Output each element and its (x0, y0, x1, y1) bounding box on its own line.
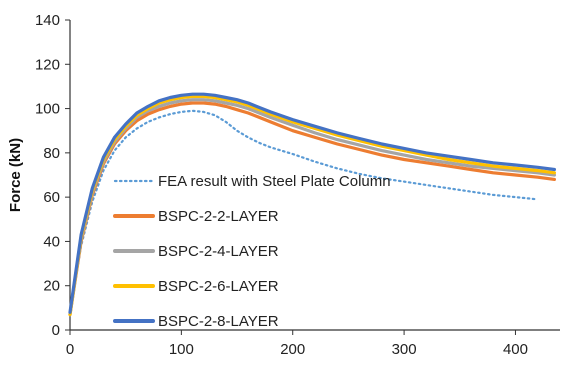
legend-label: FEA result with Steel Plate Column (158, 173, 391, 190)
y-tick-label: 80 (43, 145, 60, 162)
series-line-1 (68, 109, 539, 314)
legend-label: BSPC-2-4-LAYER (158, 243, 279, 260)
x-tick-label: 0 (66, 341, 74, 358)
axes: 0 20 40 60 80 100 120 140 0 100 200 300 400 (35, 12, 560, 358)
series-line-5 (68, 92, 556, 314)
y-tick-label: 120 (35, 56, 60, 73)
x-tick-label: 400 (503, 341, 528, 358)
series-group (68, 92, 556, 317)
y-tick-label: 140 (35, 12, 60, 29)
x-tick-label: 300 (392, 341, 417, 358)
series-line-2 (68, 101, 556, 317)
legend-item: BSPC-2-6-LAYER (113, 278, 279, 295)
series-line-3 (68, 98, 556, 317)
y-tick-label: 100 (35, 101, 60, 118)
legend-label: BSPC-2-6-LAYER (158, 278, 279, 295)
x-tick-label: 200 (280, 341, 305, 358)
legend-item: BSPC-2-4-LAYER (113, 243, 279, 260)
legend: FEA result with Steel Plate Column BSPC-2… (113, 173, 391, 330)
series-line-4 (68, 94, 556, 317)
x-tick-label: 100 (169, 341, 194, 358)
legend-item: BSPC-2-2-LAYER (113, 208, 279, 225)
legend-label: BSPC-2-8-LAYER (158, 313, 279, 330)
y-axis-title: Force (kN) (7, 138, 24, 212)
y-tick-label: 40 (43, 233, 60, 250)
y-tick-label: 60 (43, 189, 60, 206)
y-tick-label: 0 (52, 322, 60, 339)
legend-item: FEA result with Steel Plate Column (113, 173, 391, 190)
legend-label: BSPC-2-2-LAYER (158, 208, 279, 225)
legend-item: BSPC-2-8-LAYER (113, 313, 279, 330)
y-tick-label: 20 (43, 278, 60, 295)
